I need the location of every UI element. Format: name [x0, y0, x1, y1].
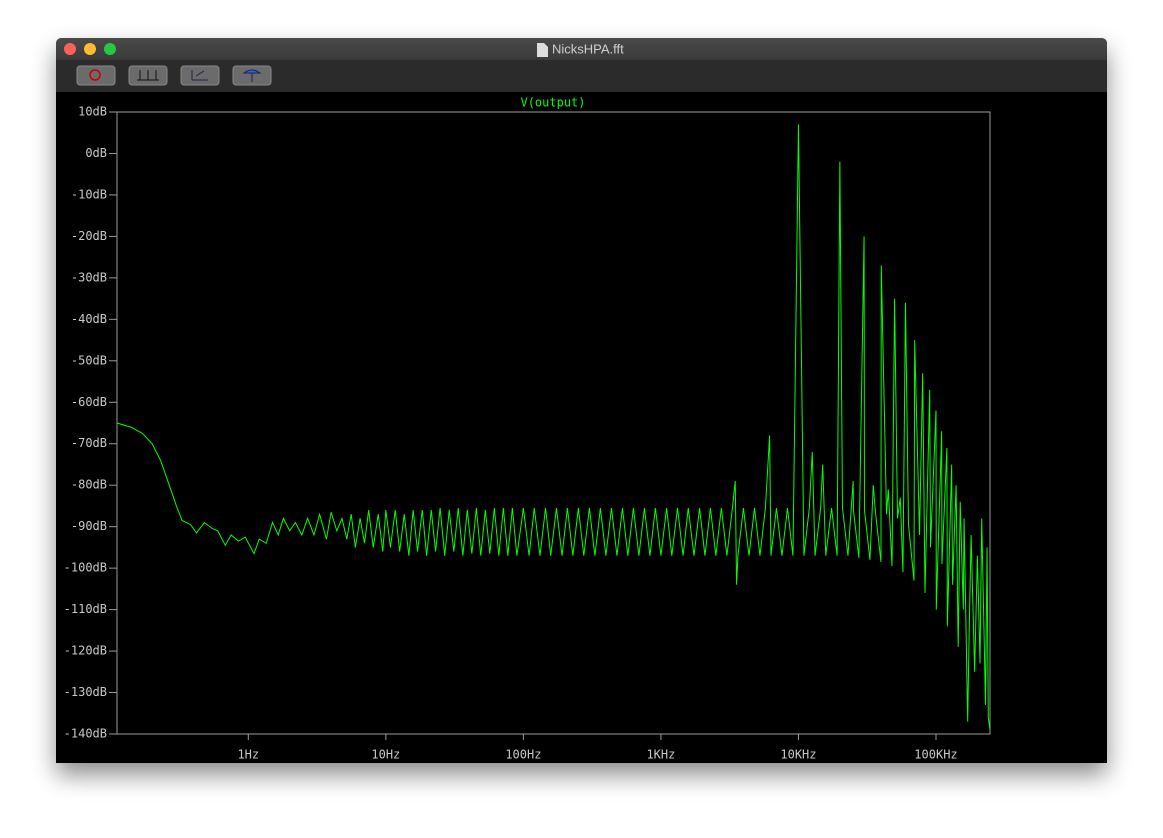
y-tick-label: 0dB	[85, 146, 107, 160]
plot-pane	[56, 92, 1107, 763]
x-tick-label: 100KHz	[914, 748, 957, 762]
minimize-button[interactable]	[84, 43, 96, 55]
y-tick-label: -80dB	[71, 478, 107, 492]
icon	[242, 69, 262, 82]
y-tick-label: -30dB	[71, 270, 107, 284]
title-bar	[56, 38, 1107, 60]
y-tick-label: -10dB	[71, 187, 107, 201]
y-tick-label: -100dB	[64, 561, 107, 575]
trace-title: V(output)	[520, 96, 585, 110]
icon	[191, 70, 208, 81]
pan-tool[interactable]	[180, 65, 220, 86]
y-tick-label: -20dB	[71, 229, 107, 243]
trace	[116, 124, 991, 730]
y-tick-label: -130dB	[64, 685, 107, 699]
window-title: NicksHPA.fft	[552, 41, 624, 56]
plot: 10dB 0dB -10dB -20dB -30dB -40dB -50dB -60dB -70…	[64, 105, 991, 762]
toolbar-buttons	[76, 65, 272, 86]
x-tick-label: 10Hz	[371, 748, 400, 762]
x-tick-label: 1Hz	[237, 748, 259, 762]
x-tick-label: 100Hz	[505, 748, 541, 762]
icon	[89, 69, 101, 81]
y-tick-label: -120dB	[64, 644, 107, 658]
icon	[137, 70, 159, 81]
zoom-button[interactable]	[104, 43, 116, 55]
y-tick-label: -90dB	[71, 519, 107, 533]
y-tick-label: -60dB	[71, 395, 107, 409]
close-button[interactable]	[64, 43, 76, 55]
x-tick-label: 1KHz	[646, 748, 675, 762]
y-tick-label: -110dB	[64, 602, 107, 616]
y-tick-label: -40dB	[71, 312, 107, 326]
y-tick-label: -140dB	[64, 727, 107, 741]
y-tick-label: 10dB	[78, 105, 107, 119]
toolbar	[56, 60, 1107, 92]
zoom-tool[interactable]	[76, 65, 116, 86]
x-tick-label: 10KHz	[780, 748, 816, 762]
y-tick-label: -70dB	[71, 436, 107, 450]
y-tick-label: -50dB	[71, 353, 107, 367]
file-icon	[537, 43, 548, 57]
